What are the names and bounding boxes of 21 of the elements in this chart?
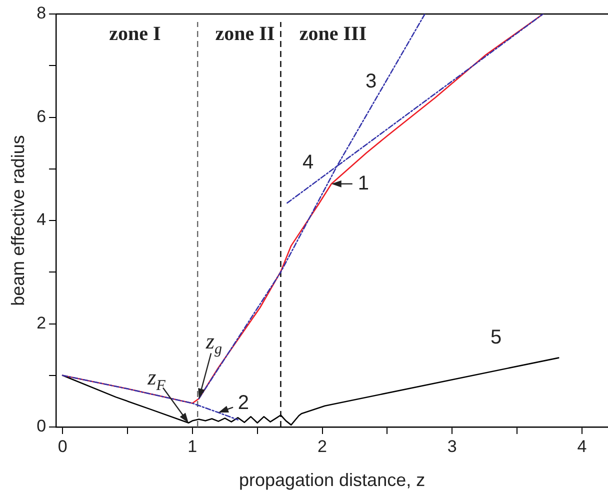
line-series (62, 374, 239, 420)
x-axis-title: propagation distance, z (238, 470, 426, 490)
annotation: zone III (299, 23, 367, 46)
annotation: 3 (365, 70, 377, 93)
x-tick-label: 1 (188, 436, 198, 456)
annotation: 2 (238, 392, 249, 414)
y-tick-label: 8 (36, 4, 46, 23)
annotation: 5 (490, 326, 502, 349)
annotation: 1 (358, 172, 369, 194)
x-tick-label: 0 (58, 436, 68, 456)
y-tick-label: 0 (36, 416, 46, 436)
y-tick-label: 4 (36, 210, 46, 230)
x-tick-label: 4 (577, 436, 587, 456)
y-tick-label: 6 (36, 106, 46, 126)
annotation: zone I (109, 23, 162, 46)
annotation: 4 (302, 152, 314, 174)
y-axis-title: beam effective radius (8, 135, 28, 306)
x-tick-label: 2 (318, 436, 328, 456)
y-tick-label: 2 (36, 313, 46, 332)
annotation: zone II (215, 23, 275, 46)
x-tick-label: 3 (447, 436, 457, 456)
